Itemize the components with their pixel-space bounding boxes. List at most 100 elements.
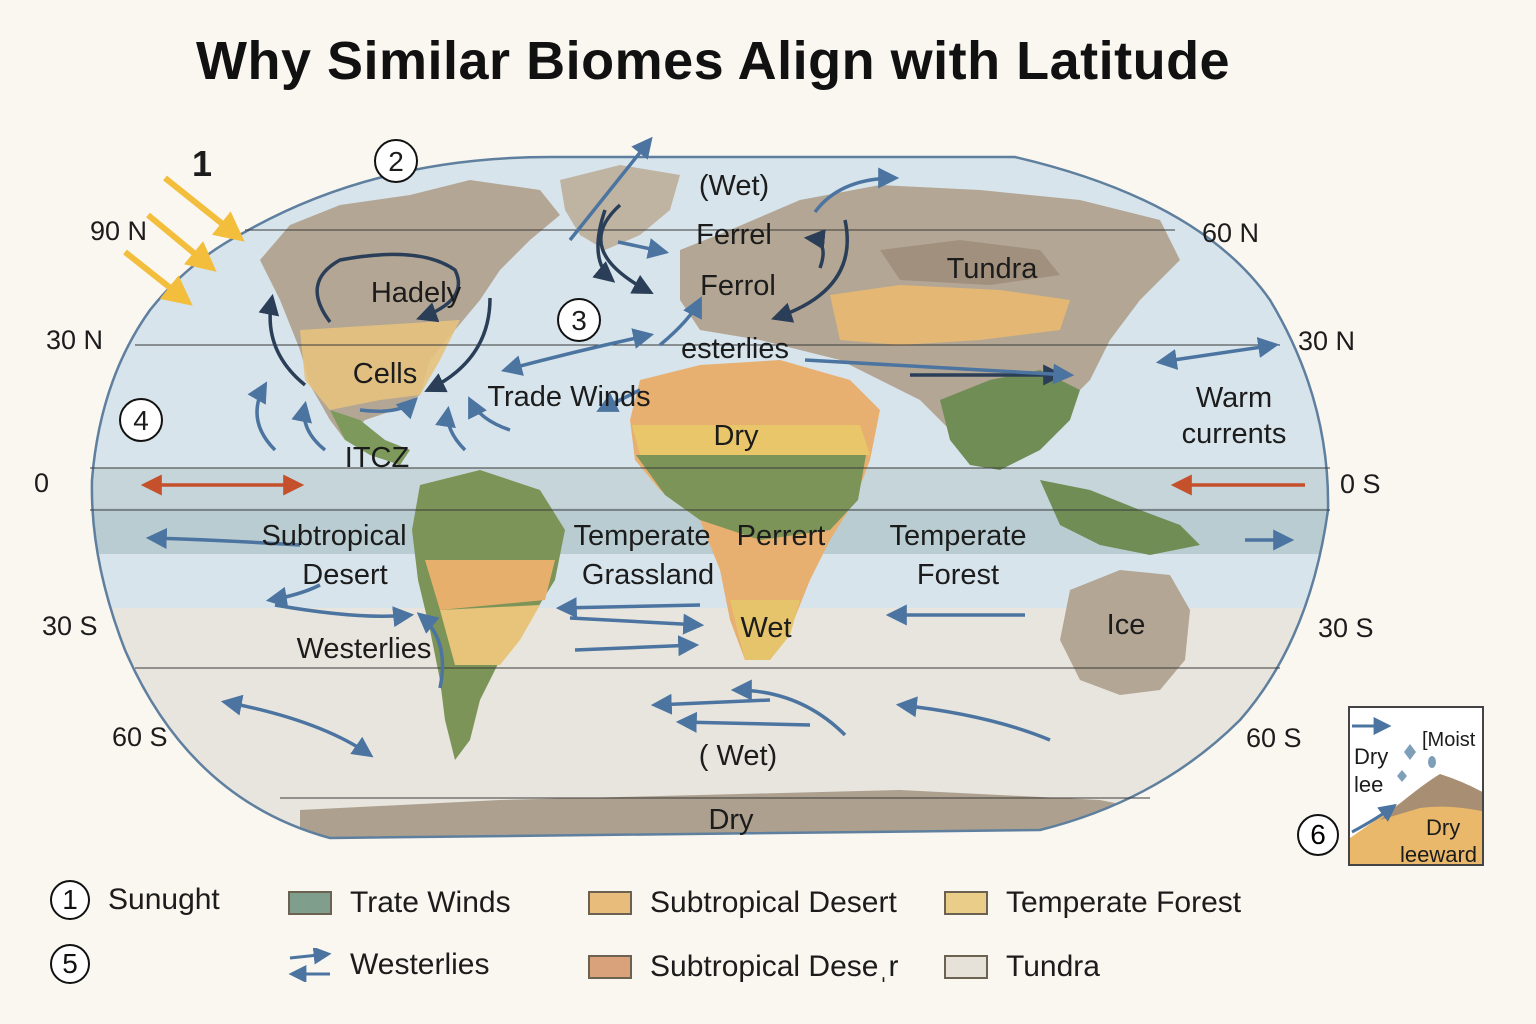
hadley-cell-arrow-top — [315, 252, 461, 324]
label-itcz: ITCZ — [345, 442, 409, 474]
label-hadely: Hadely — [371, 277, 462, 309]
label-dry-africa: Dry — [713, 420, 759, 452]
marker-6: 6 — [1297, 814, 1339, 856]
inset-label-moist: [Moist — [1422, 729, 1476, 751]
inset-label-dry: Dry — [1354, 744, 1388, 769]
label-esterlies: esterlies — [681, 333, 789, 365]
itcz-arrow-4 — [435, 405, 467, 452]
lat-label-left-30n: 30 N — [46, 325, 103, 355]
africa-forest — [636, 455, 866, 540]
label-ferrol: Ferrol — [700, 270, 776, 302]
eurasia-desert — [830, 285, 1070, 345]
lat-label-right-30n: 30 N — [1298, 326, 1355, 356]
wind-arrows — [140, 136, 1305, 758]
australia — [1060, 570, 1190, 695]
marker-3: 3 — [557, 298, 601, 342]
lat-label-left-30s: 30 S — [42, 611, 98, 641]
polar-arrow-top — [568, 136, 653, 242]
mountain-top — [1380, 774, 1482, 820]
southeast-asia — [1040, 480, 1200, 555]
label-cells: Cells — [353, 358, 417, 390]
label-perrert: Perrert — [737, 520, 826, 552]
eurasia-tundra — [880, 240, 1060, 285]
ferrel-arrow-inner — [803, 229, 826, 269]
polar-arrow-ne — [813, 167, 900, 214]
itcz-arrow-1 — [247, 381, 277, 452]
marker-1: 1 — [192, 143, 212, 184]
label-warm-currents-1: Warm — [1196, 382, 1272, 414]
north-america-desert — [300, 320, 460, 410]
pacific-arrow-ne — [1155, 337, 1280, 370]
label-warm-currents-2: currents — [1182, 418, 1287, 450]
legend-marker-5: 5 — [50, 944, 90, 984]
hadley-cell-arrow-left — [258, 293, 307, 387]
asia-arrow-2 — [804, 358, 1075, 385]
sun-ray-1 — [163, 175, 245, 242]
rain-shadow-graphic: Dry lee [Moist Dry leeward — [1350, 717, 1482, 866]
trade-arrow-2 — [596, 388, 641, 412]
label-tundra: Tundra — [947, 253, 1039, 285]
southern-arrow-2 — [650, 693, 771, 715]
sun-ray-3 — [123, 249, 193, 306]
westerlies-arrow-3 — [416, 612, 445, 689]
legend-sunlight-label: Sunught — [108, 883, 220, 916]
itcz-arrow-3 — [359, 397, 418, 420]
latitude-lines — [90, 229, 1330, 799]
southern-arrow-1 — [220, 694, 374, 758]
legend-tundra: Tundra — [944, 950, 1100, 984]
legend-marker-5-num: 5 — [50, 944, 90, 984]
page-title: Why Similar Biomes Align with Latitude — [196, 31, 1231, 91]
legend-subtropical-desert-2-label: Subtropical Deseˌr — [650, 950, 899, 983]
ferrel-arrow-left-2 — [592, 209, 616, 283]
ferrel-arrow-left — [599, 203, 654, 294]
label-wet-south: ( Wet) — [699, 740, 777, 772]
label-temperate-grass-1: Temperate — [573, 520, 710, 552]
southern-arrow-5 — [895, 696, 1051, 742]
label-subtropical-desert: Desert — [302, 559, 387, 591]
legend-swatch-tundra — [944, 955, 988, 979]
antarctica — [300, 790, 1200, 839]
south-asia-forest — [940, 370, 1080, 470]
inset-label-lee: lee — [1354, 772, 1383, 797]
sunlight-rays — [123, 175, 245, 306]
legend-subtropical-desert-1: Subtropical Desert — [588, 886, 897, 920]
south-arrow-2 — [555, 597, 701, 619]
hadley-cell-arrow-right — [424, 297, 492, 393]
label-trade-winds: Trade Winds — [487, 381, 650, 413]
legend-westerlies-label: Westerlies — [350, 948, 490, 981]
label-ice: Ice — [1107, 609, 1146, 641]
svg-text:2: 2 — [388, 146, 404, 177]
inset-wind-arrow-2 — [1351, 803, 1397, 834]
legend-temperate-forest-label: Temperate Forest — [1006, 886, 1242, 919]
raindrop-2 — [1397, 770, 1407, 782]
westerlies-europe — [617, 238, 670, 259]
westerlies-arrow-2 — [274, 603, 415, 628]
label-temperate-forest-2: Forest — [917, 559, 999, 591]
legend-westerlies: Westerlies — [288, 948, 489, 982]
label-subtropical: Subtropical — [261, 520, 406, 552]
south-america-grass — [440, 605, 540, 665]
south-arrow-3 — [569, 613, 705, 635]
lat-label-right-60n: 60 N — [1202, 218, 1259, 248]
label-dry-south: Dry — [708, 804, 754, 836]
lat-label-right-60s: 60 S — [1246, 723, 1302, 753]
legend-swatch-subtropical-desert-1 — [588, 891, 632, 915]
greenland — [560, 165, 680, 250]
label-ferrel: Ferrel — [696, 219, 772, 251]
central-america — [330, 410, 410, 465]
legend-tundra-label: Tundra — [1006, 950, 1100, 983]
legend-trate-winds-label: Trate Winds — [350, 886, 511, 919]
itcz-arrow-5 — [468, 396, 511, 432]
legend-westerlies-icon — [288, 948, 332, 982]
legend-swatch-temperate-forest — [944, 891, 988, 915]
africa-savanna — [632, 425, 870, 455]
inset-label-leeward: leeward — [1400, 842, 1477, 866]
legend-marker-1: 1 — [50, 880, 90, 920]
raindrop-3 — [1428, 756, 1436, 768]
legend-trate-winds: Trate Winds — [288, 886, 511, 920]
westerlies-arrow-1 — [265, 583, 321, 608]
marker-2: 2 — [374, 139, 418, 183]
legend-subtropical-desert-2: Subtropical Deseˌr — [588, 950, 898, 984]
svg-text:3: 3 — [571, 305, 587, 336]
raindrop-1 — [1404, 744, 1416, 760]
